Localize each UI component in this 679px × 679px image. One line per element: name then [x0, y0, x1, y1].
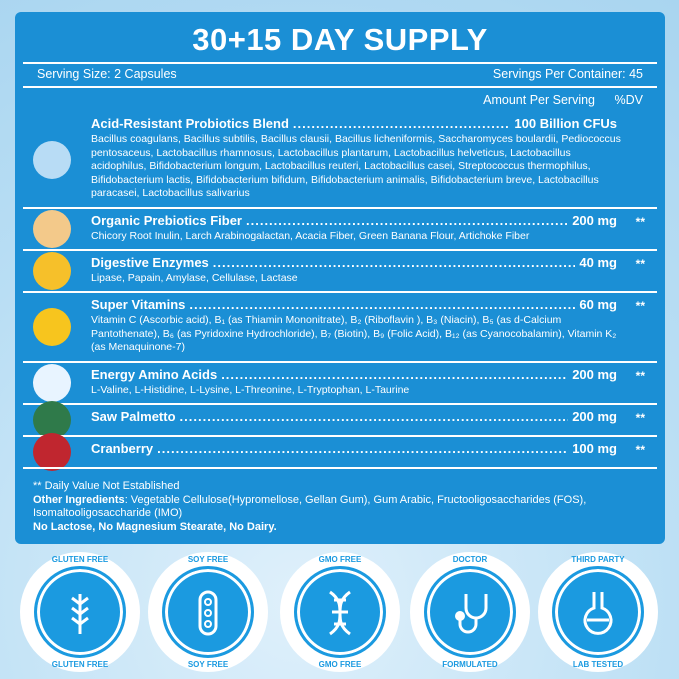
leader-dots: ........................................…: [189, 297, 576, 312]
nutrient-name: Cranberry: [91, 441, 154, 456]
nutrient-row: Super Vitamins..........................…: [23, 291, 657, 361]
divider: [23, 403, 657, 405]
soybean-icon: [198, 590, 218, 636]
cranberry-icon: [33, 433, 71, 471]
daily-value-note: ** Daily Value Not Established: [33, 480, 180, 492]
divider: [23, 361, 657, 363]
badge-soybean: SOY FREE SOY FREE: [148, 552, 268, 672]
nutrient-name: Acid-Resistant Probiotics Blend: [91, 116, 289, 131]
other-label: Other Ingredients: [33, 493, 125, 506]
badge-wheat: GLUTEN FREE GLUTEN FREE: [20, 552, 140, 672]
nutrient-row: Cranberry...............................…: [23, 433, 657, 471]
nutrient-row: Digestive Enzymes.......................…: [23, 249, 657, 291]
leader-dots: ........................................…: [179, 409, 569, 424]
badge-top-label: DOCTOR: [452, 555, 488, 564]
leader-dots: ........................................…: [221, 367, 568, 382]
nutrient-row: Acid-Resistant Probiotics Blend.........…: [23, 112, 657, 207]
divider: [23, 291, 657, 293]
nutrient-amount: 200 mg: [572, 367, 617, 382]
stethoscope-icon: [455, 594, 488, 634]
nutrient-dv: **: [635, 443, 645, 457]
badge-bottom-label: GLUTEN FREE: [51, 660, 109, 669]
nutrient-dv: **: [635, 215, 645, 229]
nutrient-dv: **: [635, 257, 645, 271]
nutrient-name: Saw Palmetto: [91, 409, 176, 424]
badge-top-label: THIRD PARTY: [571, 555, 625, 564]
badge-top-label: SOY FREE: [187, 555, 229, 564]
nutrient-amount: 60 mg: [579, 297, 617, 312]
page-title: 30+15 DAY SUPPLY: [192, 22, 488, 57]
badge-bottom-label: GMO FREE: [318, 660, 362, 669]
badge-top-label: GMO FREE: [318, 555, 362, 564]
fiber-icon: [33, 210, 71, 248]
other-ingredients: Other Ingredients: Vegetable Cellulose(H…: [33, 494, 653, 521]
divider: [23, 249, 657, 251]
badge-stethoscope: DOCTOR FORMULATED: [410, 552, 530, 672]
nutrient-row: Energy Amino Acids......................…: [23, 361, 657, 403]
divider: [23, 435, 657, 437]
nutrient-dv: **: [635, 369, 645, 383]
leader-dots: ........................................…: [246, 213, 569, 228]
nutrient-row: Organic Prebiotics Fiber................…: [23, 207, 657, 249]
badge-top-label: GLUTEN FREE: [51, 555, 109, 564]
nutrient-name: Energy Amino Acids: [91, 367, 218, 382]
badge-flask: THIRD PARTY LAB TESTED: [538, 552, 658, 672]
servings-per-container: Servings Per Container: 45: [492, 67, 643, 81]
flask-icon: [583, 592, 613, 635]
nutrient-description: Lipase, Papain, Amylase, Cellulase, Lact…: [91, 272, 298, 284]
probiotic-bacteria-icon: [33, 140, 71, 179]
molecule-icon: [33, 364, 71, 402]
nutrient-row: Saw Palmetto............................…: [23, 401, 657, 439]
nutrient-name: Super Vitamins: [91, 297, 186, 312]
nutrient-amount: 100 Billion CFUs: [514, 116, 617, 131]
nutrient-description: Vitamin C (Ascorbic acid), B₁ (as Thiami…: [91, 314, 617, 353]
nutrient-dv: **: [635, 299, 645, 313]
nutrient-amount: 200 mg: [572, 409, 617, 424]
dna-icon: [329, 590, 351, 636]
nutrient-name: Organic Prebiotics Fiber: [91, 213, 242, 228]
badge-bottom-label: LAB TESTED: [572, 660, 624, 669]
divider: [23, 86, 657, 88]
enzyme-icon: [33, 252, 71, 290]
palm-leaf-icon: [33, 401, 71, 439]
nutrient-amount: 100 mg: [572, 441, 617, 456]
free-from: No Lactose, No Magnesium Stearate, No Da…: [33, 520, 277, 533]
dv-header: %DV: [614, 93, 643, 107]
amount-header: Amount Per Serving: [483, 93, 595, 107]
wheat-icon: [71, 594, 89, 634]
badge-bottom-label: SOY FREE: [187, 660, 229, 669]
nutrient-dv: **: [635, 411, 645, 425]
nutrient-amount: 200 mg: [572, 213, 617, 228]
nutrient-name: Digestive Enzymes: [91, 255, 209, 270]
divider: [23, 207, 657, 209]
nutrient-amount: 40 mg: [579, 255, 617, 270]
divider: [23, 467, 657, 469]
footer: ** Daily Value Not Established Other Ing…: [33, 480, 653, 534]
divider: [23, 62, 657, 64]
badge-dna: GMO FREE GMO FREE: [280, 552, 400, 672]
serving-size: Serving Size: 2 Capsules: [37, 67, 177, 81]
supplement-facts-panel: 30+15 DAY SUPPLY Serving Size: 2 Capsule…: [15, 12, 665, 544]
badge-bottom-label: FORMULATED: [442, 660, 498, 669]
nutrient-description: Bacillus coagulans, Bacillus subtilis, B…: [91, 133, 621, 199]
nutrient-description: Chicory Root Inulin, Larch Arabinogalact…: [91, 230, 530, 242]
vitamin-c-icon: [33, 308, 71, 346]
leader-dots: ........................................…: [157, 441, 568, 456]
nutrient-description: L-Valine, L-Histidine, L-Lysine, L-Threo…: [91, 384, 410, 396]
leader-dots: ........................................…: [212, 255, 576, 270]
other-text: : Vegetable Cellulose(Hypromellose, Gell…: [33, 493, 587, 520]
leader-dots: ........................................…: [292, 116, 511, 131]
